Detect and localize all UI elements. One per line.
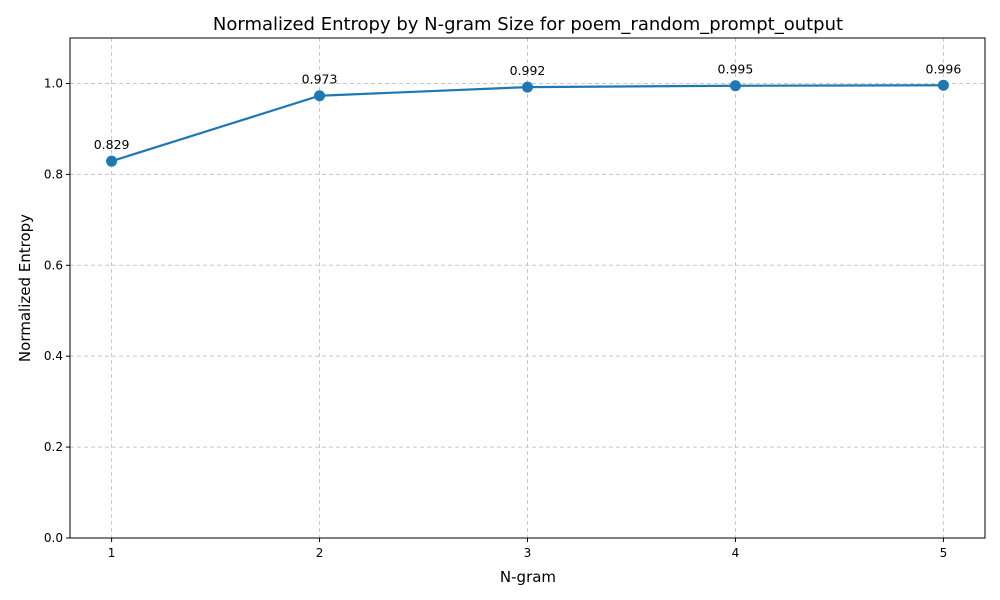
- chart-title: Normalized Entropy by N-gram Size for po…: [213, 14, 843, 35]
- data-label: 0.996: [926, 61, 962, 76]
- x-axis-label: N-gram: [500, 568, 556, 586]
- data-point: [937, 79, 949, 91]
- y-tick-label: 0.4: [44, 349, 63, 363]
- y-tick-label: 1.0: [44, 76, 63, 90]
- y-tick-label: 0.2: [44, 440, 63, 454]
- series-layer: [106, 79, 949, 167]
- data-point: [729, 80, 741, 92]
- x-tick-label: 2: [316, 546, 324, 560]
- y-tick-label: 0.6: [44, 258, 63, 272]
- y-tick-label: 0.0: [44, 531, 63, 545]
- plot-area-frame: [69, 37, 986, 539]
- data-label: 0.995: [718, 62, 754, 77]
- x-axis-ticks: 1 2 3 4 5: [108, 538, 947, 560]
- y-axis-label: Normalized Entropy: [16, 214, 34, 362]
- data-point: [522, 81, 533, 93]
- x-tick-label: 5: [940, 546, 948, 560]
- y-tick-label: 0.8: [44, 167, 63, 181]
- data-point: [106, 155, 118, 167]
- x-tick-label: 3: [524, 546, 532, 560]
- x-tick-label: 4: [732, 546, 740, 560]
- data-label: 0.992: [510, 63, 546, 78]
- grid: [70, 38, 985, 539]
- x-tick-label: 1: [108, 546, 116, 560]
- data-label: 0.973: [302, 72, 338, 87]
- data-label: 0.829: [94, 137, 130, 152]
- data-point: [314, 90, 326, 102]
- data-labels: 0.829 0.973 0.992 0.995 0.996: [94, 61, 962, 152]
- y-axis-ticks: 0.0 0.2 0.4 0.6 0.8 1.0: [44, 76, 70, 545]
